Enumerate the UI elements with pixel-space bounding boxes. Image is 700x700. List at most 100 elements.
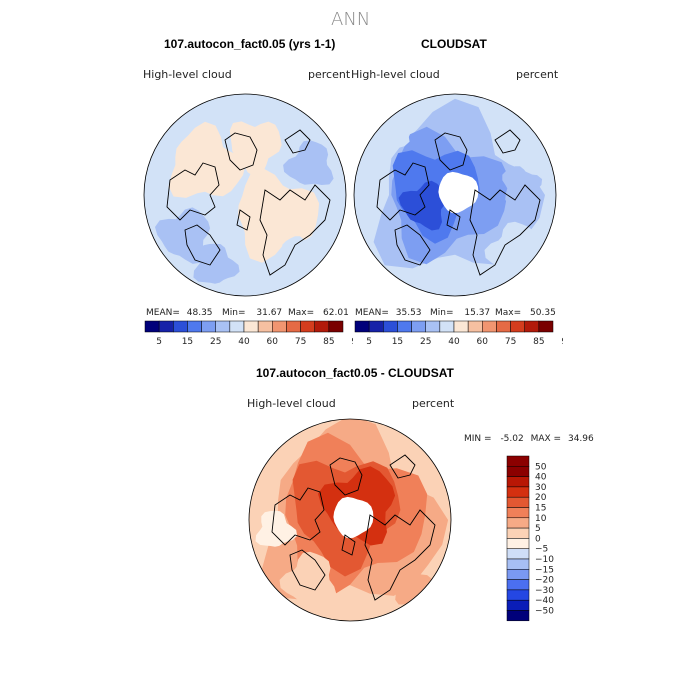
map-boundary (143, 93, 347, 297)
max-label: Max= (288, 308, 315, 318)
colorbar-tick-label: 30 (535, 483, 547, 493)
field-contour (255, 510, 298, 547)
panel-obs-title: CLOUDSAT (421, 37, 487, 51)
field-contour (279, 551, 337, 603)
colorbar-swatch (506, 527, 530, 539)
panel-obs-units-label: percent (516, 68, 559, 81)
coastline (434, 132, 468, 171)
colorbar-swatch (257, 320, 273, 333)
colorbar-swatch (158, 320, 174, 333)
colorbar-tick-label: 40 (448, 337, 460, 346)
panel-model-title: 107.autocon_fact0.05 (yrs 1-1) (164, 37, 336, 51)
colorbar-swatch (506, 507, 530, 519)
figure-title: ANN (331, 9, 371, 30)
colorbar-observation: 5 15 25 40 60 75 85 95 (354, 320, 563, 346)
field-contour (155, 207, 211, 264)
coastline (166, 162, 220, 221)
field-layer (144, 94, 346, 296)
panel-model-mean: MEAN= 48.35 (146, 308, 213, 318)
colorbar-swatch (506, 466, 530, 477)
colorbar-swatch (314, 320, 330, 333)
colorbar-swatch (467, 320, 483, 333)
field-layer (249, 419, 451, 621)
colorbar-tick-label: 20 (535, 493, 547, 503)
coastline (289, 549, 326, 591)
colorbar-swatch (397, 320, 412, 333)
mean-value: 35.53 (395, 308, 422, 318)
colorbar-tick-label: 25 (210, 337, 221, 346)
colorbar-tick-label: 5 (156, 337, 162, 346)
map-boundary (248, 418, 452, 622)
colorbar-swatch (506, 517, 530, 529)
coastline (284, 129, 311, 154)
colorbar-swatch (425, 320, 441, 333)
colorbar-tick-label: −20 (535, 576, 554, 586)
mean-value: 48.35 (186, 308, 213, 318)
field-contour (398, 180, 448, 231)
min-label: Min= (222, 308, 246, 318)
panel-obs-variable-label: High-level cloud (351, 68, 440, 81)
colorbar-swatch (506, 579, 530, 591)
panel-model-units-label: percent (308, 68, 351, 81)
panel-diff-units-label: percent (412, 397, 455, 410)
colorbar-tick-label: 75 (295, 337, 306, 346)
colorbar-swatch (286, 320, 301, 333)
colorbar-swatch (506, 486, 530, 498)
panel-diff-title: 107.autocon_fact0.05 - CLOUDSAT (256, 366, 454, 380)
coastline (259, 184, 331, 276)
mean-label: MEAN= (146, 308, 180, 318)
min-label: MIN = (464, 434, 492, 444)
mean-label: MEAN= (355, 308, 389, 318)
colorbar-tick-label: 25 (420, 337, 431, 346)
colorbar-swatch (524, 320, 540, 333)
colorbar-tick-label: 95 (351, 337, 353, 346)
colorbar-tick-label: 60 (477, 337, 489, 346)
colorbar-tick-label: 40 (535, 473, 547, 483)
map-boundary (353, 93, 557, 297)
coastline (341, 534, 356, 556)
colorbar-tick-label: 85 (533, 337, 544, 346)
colorbar-tick-label: 50 (535, 462, 547, 472)
panel-obs-min: Min= 15.37 (430, 308, 490, 318)
coastline (184, 224, 221, 266)
colorbar-swatch (187, 320, 202, 333)
colorbar-tick-label: −10 (535, 555, 554, 565)
colorbar-swatch (229, 320, 245, 333)
panel-model-min: Min= 31.67 (222, 308, 282, 318)
colorbar-tick-label: 75 (505, 337, 516, 346)
colorbar-tick-label: 15 (392, 337, 403, 346)
coastline (446, 209, 461, 231)
coastline (394, 224, 431, 266)
colorbar-tick-label: −50 (535, 607, 554, 617)
field-contour (193, 243, 240, 284)
coastline (236, 209, 251, 231)
colorbar-tick-label: 40 (238, 337, 250, 346)
colorbar-swatch (506, 496, 530, 508)
colorbar-swatch (506, 599, 530, 611)
colorbar-tick-label: 0 (535, 534, 541, 544)
colorbar-tick-label: −40 (535, 596, 554, 606)
colorbar-model: 5 15 25 40 60 75 85 95 (144, 320, 353, 346)
colorbar-swatch (243, 320, 259, 333)
colorbar-tick-label: −30 (535, 586, 554, 596)
colorbar-swatch (201, 320, 216, 333)
missing-data-region (438, 171, 479, 214)
colorbar-tick-label: 15 (535, 504, 546, 514)
colorbar-swatch (482, 320, 497, 333)
map-difference (248, 418, 452, 622)
colorbar-swatch (354, 320, 370, 333)
coastline (364, 509, 436, 601)
max-label: Max= (495, 308, 522, 318)
colorbar-swatch (506, 610, 530, 622)
map-model (143, 93, 347, 297)
colorbar-tick-label: 10 (535, 514, 547, 524)
coastlines (271, 454, 436, 601)
colorbar-swatch (328, 320, 344, 333)
colorbar-swatch (506, 548, 530, 560)
max-label: MAX = (530, 434, 562, 444)
colorbar-swatch (538, 320, 554, 333)
colorbar-tick-label: 15 (182, 337, 193, 346)
colorbar-tick-label: −15 (535, 565, 554, 575)
colorbar-tick-label: 85 (323, 337, 334, 346)
